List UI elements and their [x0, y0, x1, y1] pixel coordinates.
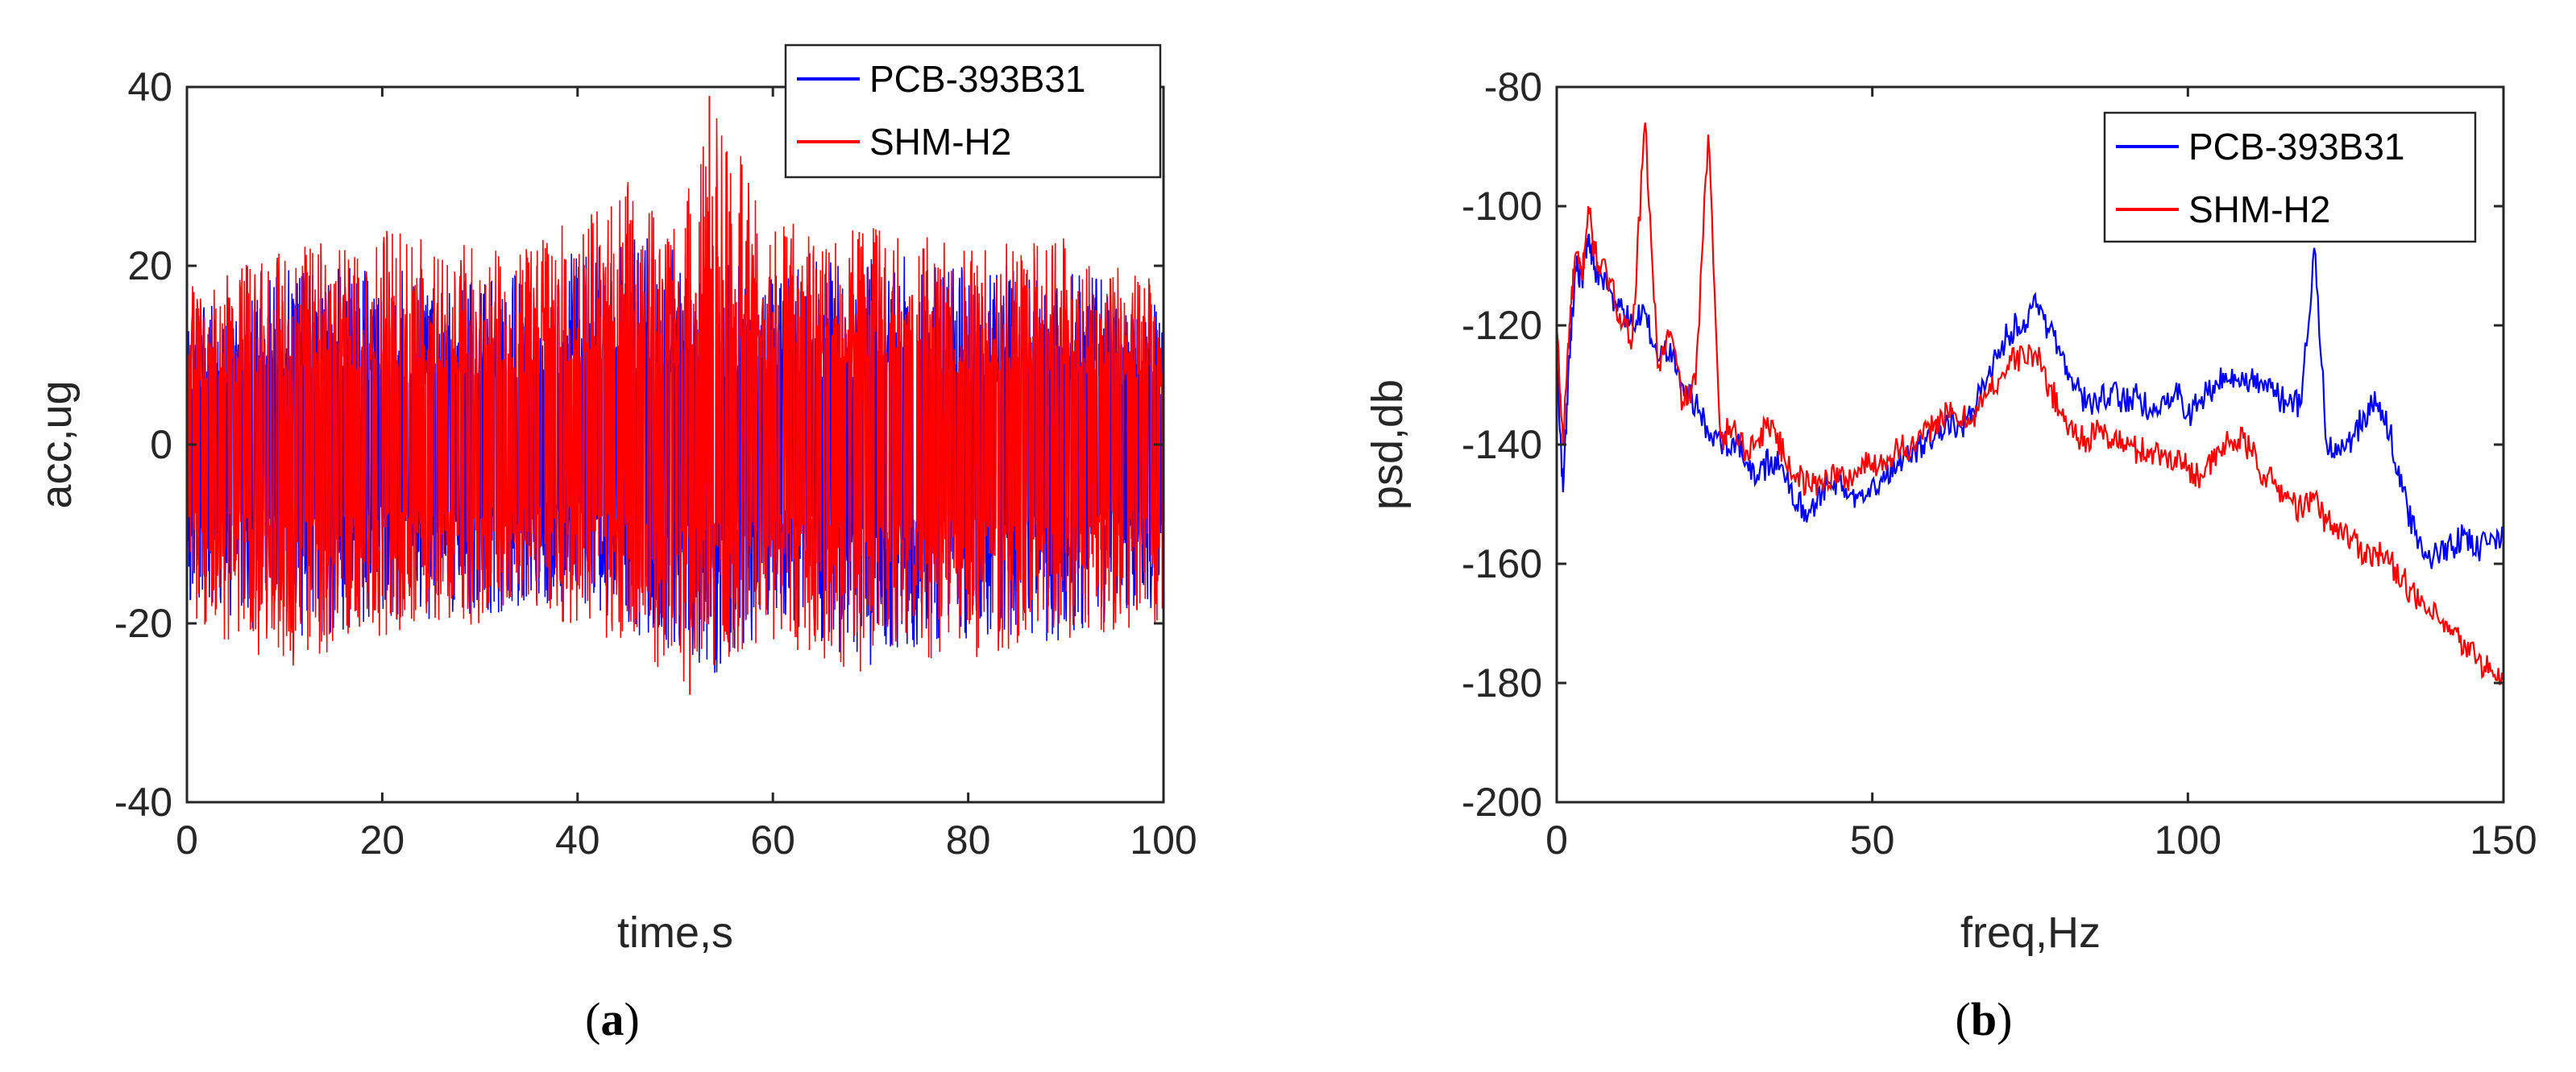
chart-a-legend-label: PCB-393B31 — [869, 58, 1086, 100]
chart-b-xlabel: freq,Hz — [1960, 909, 2101, 957]
chart-b-caption: (b) — [1956, 993, 2013, 1045]
chart-a-ytick-label: 40 — [127, 64, 172, 110]
chart-panel-a: 0 20 40 60 80 100 -40 -20 0 20 40 time,s acc,ug PC… — [32, 43, 1197, 1045]
chart-b-legend: PCB-393B31 SHM-H2 — [2103, 111, 2477, 243]
chart-a-xlabel: time,s — [617, 909, 733, 957]
chart-b-series-layer — [1555, 122, 2505, 685]
chart-a-xtick-label: 100 — [1130, 817, 1197, 863]
chart-panel-b: 0 50 100 150 -200 -180 -160 -140 -120 -100 -80 fre… — [1363, 64, 2537, 1045]
chart-a-xtick-label: 60 — [750, 817, 795, 863]
chart-a-series-shm-h2 — [186, 118, 1164, 682]
chart-b-caption-letter: b — [1971, 993, 1997, 1045]
chart-b-ytick-label: -180 — [1462, 660, 1542, 706]
chart-b-ytick-label: -100 — [1462, 184, 1542, 229]
chart-b-xtick-label: 150 — [2470, 817, 2537, 863]
chart-b-ticks: 0 50 100 150 -200 -180 -160 -140 -120 -100 -80 — [1462, 64, 2537, 863]
chart-a-ytick-label: 20 — [127, 243, 172, 288]
chart-a-caption: (a) — [585, 993, 640, 1045]
chart-b-ytick-label: -200 — [1462, 780, 1542, 825]
chart-a-xtick-label: 80 — [946, 817, 991, 863]
chart-b-xtick-label: 0 — [1545, 817, 1568, 863]
chart-b-ytick-label: -80 — [1484, 64, 1542, 110]
chart-a-caption-open: ( — [585, 993, 600, 1045]
chart-b-series-pcb-393b31 — [1555, 234, 2505, 569]
chart-a-ylabel: acc,ug — [32, 380, 81, 508]
chart-b-legend-box — [2103, 111, 2477, 243]
chart-a-ytick-label: -20 — [114, 601, 172, 646]
chart-b-ylabel: psd,db — [1363, 379, 1412, 510]
chart-a-caption-close: ) — [624, 993, 640, 1045]
chart-b-legend-label: PCB-393B31 — [2188, 126, 2405, 168]
chart-b-ytick-label: -160 — [1462, 541, 1542, 586]
chart-b-ytick-label: -140 — [1462, 422, 1542, 467]
chart-b-xtick-label: 100 — [2155, 817, 2221, 863]
chart-a-xtick-label: 20 — [360, 817, 405, 863]
chart-a-legend-box — [784, 43, 1162, 179]
chart-a-legend-label: SHM-H2 — [869, 121, 1011, 163]
chart-b-legend-label: SHM-H2 — [2188, 188, 2330, 230]
chart-b-ytick-label: -120 — [1462, 303, 1542, 348]
chart-b-caption-close: ) — [1997, 993, 2012, 1045]
chart-b-series-shm-h2 — [1555, 122, 2505, 685]
chart-b-caption-open: ( — [1956, 993, 1971, 1045]
chart-a-xtick-label: 0 — [176, 817, 198, 863]
chart-b-xtick-label: 50 — [1850, 817, 1895, 863]
chart-a-ytick-label: 0 — [150, 422, 172, 467]
chart-a-ytick-label: -40 — [114, 780, 172, 825]
chart-a-caption-letter: a — [601, 993, 624, 1045]
chart-a-legend: PCB-393B31 SHM-H2 — [784, 43, 1162, 179]
chart-a-xtick-label: 40 — [555, 817, 600, 863]
chart-a-series-layer — [186, 96, 1164, 695]
chart-a-ticks: 0 20 40 60 80 100 -40 -20 0 20 40 — [114, 64, 1197, 863]
